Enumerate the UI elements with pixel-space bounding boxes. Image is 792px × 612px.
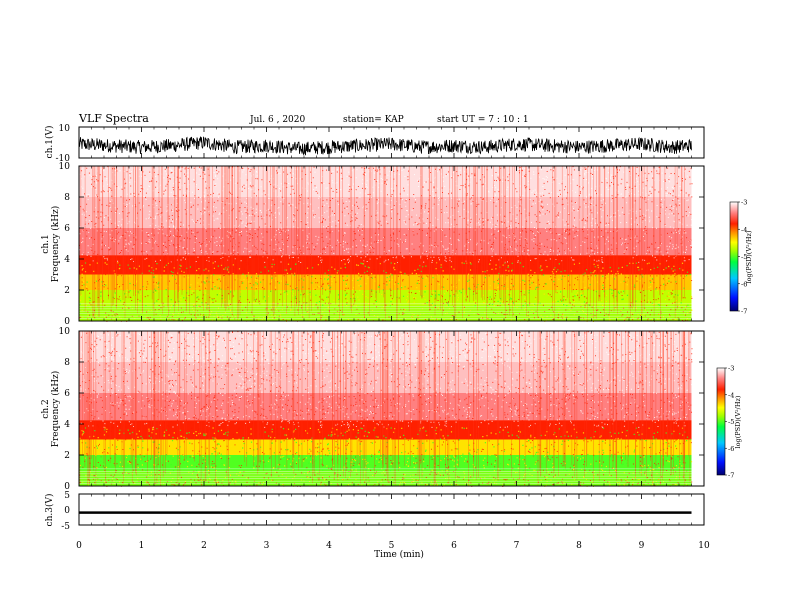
date-label: Jul. 6 , 2020 xyxy=(249,115,305,125)
ch3-waveform-trace xyxy=(79,511,692,514)
ch1-spectrogram-ylabel: Frequency (kHz) xyxy=(50,206,61,283)
ch2-colorbar: -3 -4 -5 -6 -7 log(PSD)(V²/Hz) xyxy=(716,365,742,480)
x-tick-label: 5 xyxy=(389,541,395,551)
x-tick-label: 10 xyxy=(698,541,710,551)
colorbar-tick-label: -5 xyxy=(728,418,734,426)
ch1-waveform-trace xyxy=(78,136,692,156)
spectro-ytick-label: 6 xyxy=(64,224,70,234)
ch1-waveform-line xyxy=(78,136,692,156)
x-axis-label: Time (min) xyxy=(374,549,424,560)
x-axis: 0 1 2 3 4 5 6 7 8 9 10 xyxy=(76,127,710,551)
colorbar-tick-label: -7 xyxy=(728,472,734,480)
spectro-ytick-label: 6 xyxy=(64,389,70,399)
ch1-waveform-ylabel: ch.1(V) xyxy=(44,126,55,159)
colorbar-tick-label: -6 xyxy=(741,280,747,288)
psd-band xyxy=(79,362,692,393)
ch1-colorbar-label: log(PSD)(V²/Hz) xyxy=(745,230,753,283)
spectro-ytick-label: 4 xyxy=(64,420,70,430)
psd-band xyxy=(79,420,692,440)
spectro-ytick-label: 8 xyxy=(64,193,70,203)
colorbar-tick-label: -7 xyxy=(741,308,747,316)
ch2-spectrogram-ylabel: Frequency (kHz) xyxy=(50,371,61,448)
ch2-spectrogram-panel: 0 2 4 6 8 10 ch.2 Frequency (kHz) -3 -4 -5 -6 -7 … xyxy=(41,327,742,492)
ch1-ytick-top: 10 xyxy=(59,124,71,134)
spectro-ytick-label: 0 xyxy=(64,317,70,327)
psd-band xyxy=(79,393,692,421)
spectro-ytick-label: 0 xyxy=(64,482,70,492)
x-tick-label: 6 xyxy=(451,541,457,551)
x-tick-label: 9 xyxy=(639,541,645,551)
colorbar-tick-label: -6 xyxy=(728,445,734,453)
ch3-waveform-ylabel: ch.3(V) xyxy=(44,494,55,527)
psd-sferic-streaks xyxy=(79,331,691,486)
colorbar-tick-label: -3 xyxy=(728,365,734,373)
x-tick-label: 0 xyxy=(76,541,82,551)
ch1-colorbar-scale xyxy=(729,201,739,312)
x-tick-label: 4 xyxy=(326,541,332,551)
ch3-ytick-top: 5 xyxy=(64,491,70,501)
x-tick-label: 1 xyxy=(139,541,145,551)
x-tick-label: 7 xyxy=(514,541,520,551)
spectro-ytick-label: 2 xyxy=(64,286,70,296)
ch2-spectrogram-channel-label: ch.2 xyxy=(41,399,51,418)
ch2-colorbar-label: log(PSD)(V²/Hz) xyxy=(734,395,742,448)
psd-band xyxy=(79,439,692,455)
psd-speckle-red xyxy=(79,331,693,487)
ch2-spectrogram-image xyxy=(79,331,693,487)
psd-sferic-streaks xyxy=(78,166,685,321)
spectro-ytick-label: 8 xyxy=(64,358,70,368)
psd-narrowband-lines xyxy=(79,468,692,484)
ch1-spectrogram-panel: 0 2 4 6 8 10 ch.1 Frequency (kHz) -3 -4 -5 -6 -7 … xyxy=(41,162,753,327)
ch3-ytick-bottom: -5 xyxy=(61,522,70,532)
psd-band xyxy=(79,455,692,471)
spectro-ytick-label: 2 xyxy=(64,451,70,461)
psd-narrowband-lines xyxy=(79,303,692,319)
x-tick-label: 3 xyxy=(264,541,270,551)
spectro-ytick-label: 10 xyxy=(59,327,71,337)
x-minor-ticks xyxy=(91,127,692,525)
start-time-label: start UT = 7 : 10 : 1 xyxy=(437,115,529,125)
x-tick-label: 2 xyxy=(201,541,207,551)
spectro-ytick-label: 10 xyxy=(59,162,71,172)
colorbar-tick-label: -5 xyxy=(741,253,747,261)
colorbar-tick-label: -4 xyxy=(728,391,734,399)
ch1-colorbar: -3 -4 -5 -6 -7 log(PSD)(V²/Hz) xyxy=(729,199,753,316)
figure-title: VLF Spectra xyxy=(78,112,149,125)
ch1-waveform-panel: 10 -10 ch.1(V) xyxy=(44,124,705,164)
x-tick-label: 8 xyxy=(576,541,582,551)
colorbar-tick-label: -3 xyxy=(741,199,747,207)
colorbar-tick-label: -4 xyxy=(741,226,747,234)
ch3-waveform-panel: 5 0 -5 ch.3(V) xyxy=(44,491,705,532)
ch2-colorbar-scale xyxy=(716,367,726,476)
spectro-ytick-label: 4 xyxy=(64,255,70,265)
ch1-spectrogram-image xyxy=(78,166,693,322)
x-major-ticks xyxy=(78,127,705,525)
station-label: station= KAP xyxy=(343,115,404,125)
ch3-ytick-mid: 0 xyxy=(64,506,70,516)
ch1-ytick-bottom: -10 xyxy=(56,154,71,164)
ch3-waveform-band xyxy=(79,511,692,514)
ch1-spectrogram-channel-label: ch.1 xyxy=(41,234,51,253)
